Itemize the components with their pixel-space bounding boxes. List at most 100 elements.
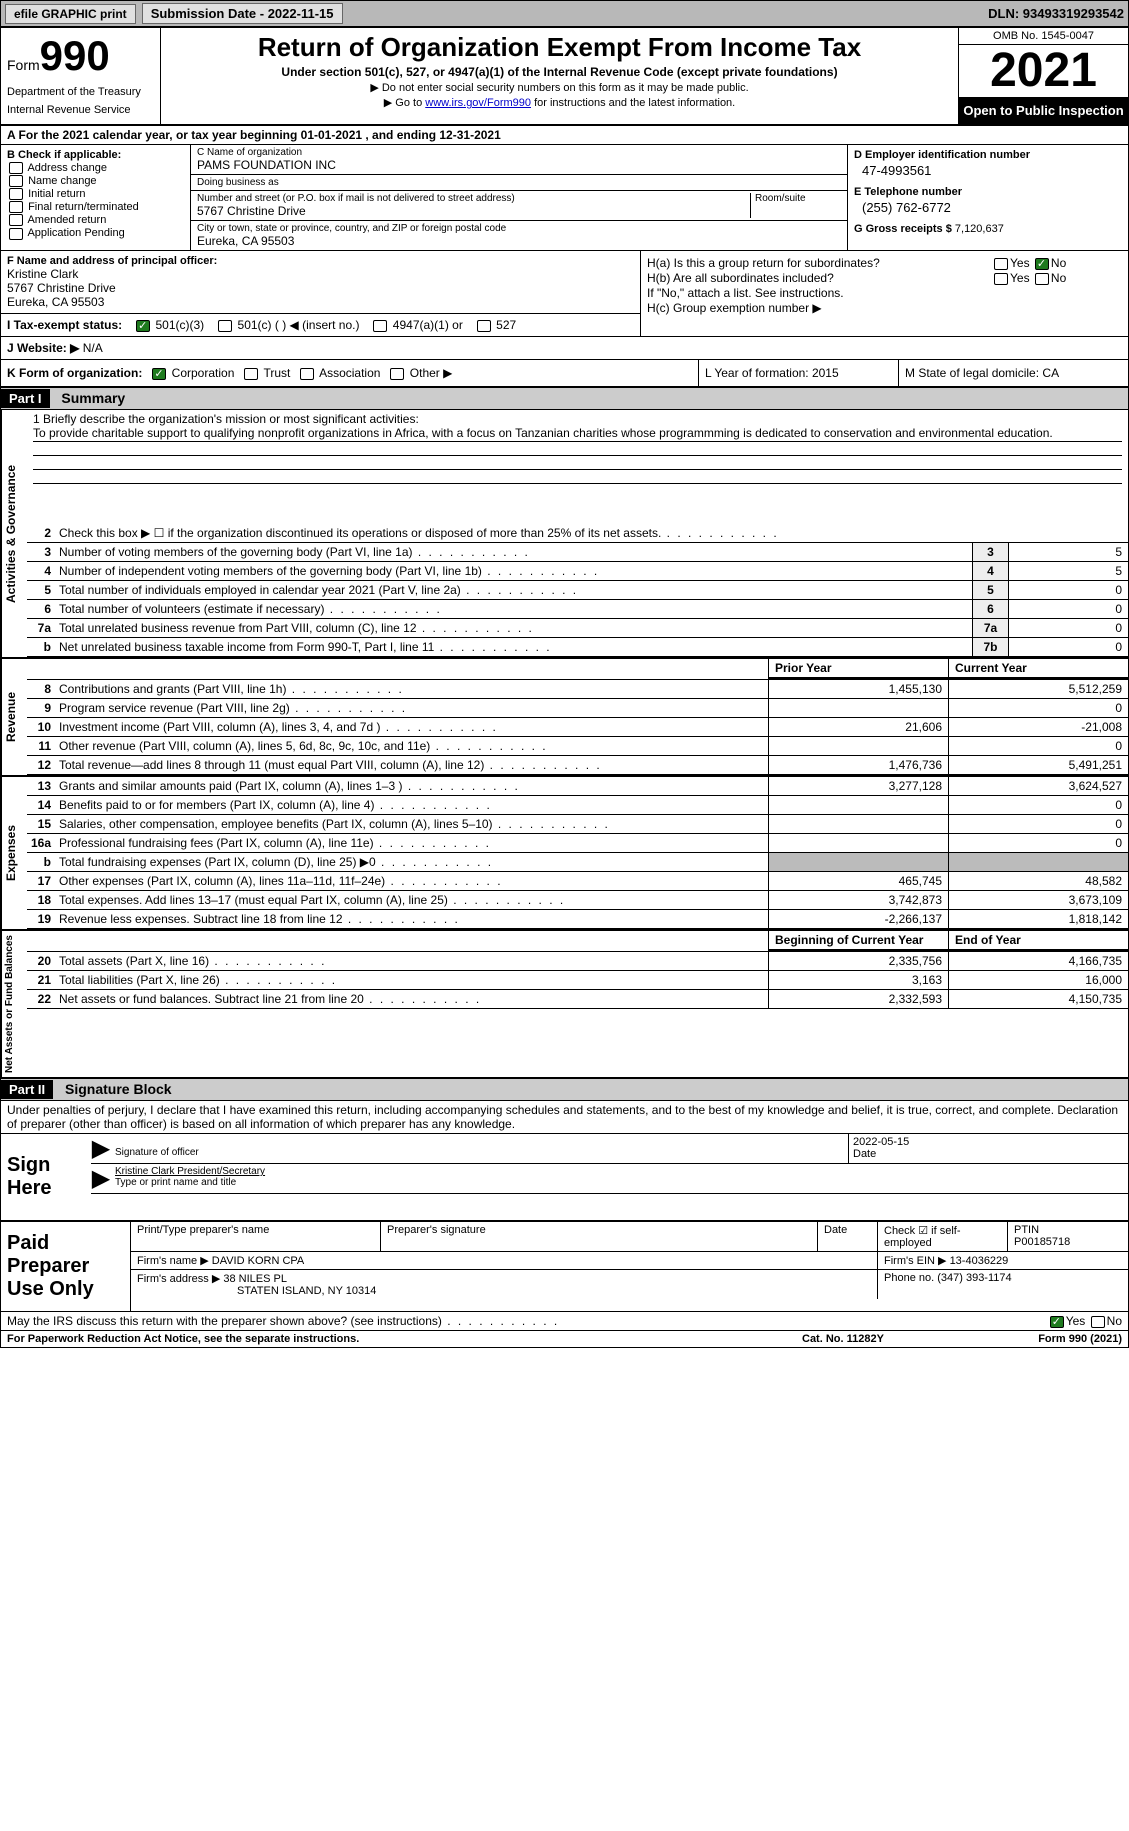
irs-label: Internal Revenue Service bbox=[7, 104, 154, 116]
prep-name-label: Print/Type preparer's name bbox=[137, 1224, 269, 1236]
officer-addr1: 5767 Christine Drive bbox=[7, 281, 634, 295]
website-value: N/A bbox=[83, 341, 103, 355]
summary-line: 19Revenue less expenses. Subtract line 1… bbox=[27, 910, 1128, 929]
prep-sig-label: Preparer's signature bbox=[387, 1224, 486, 1236]
mission-block: 1 Briefly describe the organization's mi… bbox=[27, 410, 1128, 524]
sig-name-label: Type or print name and title bbox=[115, 1177, 236, 1188]
header-mid: Return of Organization Exempt From Incom… bbox=[161, 28, 958, 124]
firm-phone-label: Phone no. bbox=[884, 1272, 934, 1284]
summary-revenue: Revenue Prior Year Current Year 8Contrib… bbox=[1, 659, 1128, 777]
pra-notice: For Paperwork Reduction Act Notice, see … bbox=[7, 1333, 802, 1345]
form-word: Form bbox=[7, 57, 40, 73]
form-subtitle: Under section 501(c), 527, or 4947(a)(1)… bbox=[169, 65, 950, 79]
ssn-note: ▶ Do not enter social security numbers o… bbox=[169, 81, 950, 94]
sig-date: 2022-05-15 bbox=[853, 1136, 909, 1148]
year-formation: L Year of formation: 2015 bbox=[698, 360, 898, 386]
discuss-row: May the IRS discuss this return with the… bbox=[1, 1312, 1128, 1330]
prep-selfemp-label: Check ☑ if self-employed bbox=[884, 1225, 961, 1249]
part1-header: Part I Summary bbox=[1, 388, 1128, 410]
summary-line: bTotal fundraising expenses (Part IX, co… bbox=[27, 853, 1128, 872]
chk-application-pending[interactable]: Application Pending bbox=[7, 227, 184, 239]
prep-date-label: Date bbox=[824, 1224, 847, 1236]
summary-line: 22Net assets or fund balances. Subtract … bbox=[27, 990, 1128, 1009]
omb-number: OMB No. 1545-0047 bbox=[959, 28, 1128, 45]
summary-line: 15Salaries, other compensation, employee… bbox=[27, 815, 1128, 834]
part2-title: Signature Block bbox=[57, 1081, 172, 1097]
ein: 47-4993561 bbox=[862, 163, 1122, 178]
summary-line: 5Total number of individuals employed in… bbox=[27, 581, 1128, 600]
col-f: F Name and address of principal officer:… bbox=[1, 251, 641, 336]
firm-addr2: STATEN ISLAND, NY 10314 bbox=[137, 1285, 376, 1297]
summary-line: 9Program service revenue (Part VIII, lin… bbox=[27, 699, 1128, 718]
summary-line: 21Total liabilities (Part X, line 26)3,1… bbox=[27, 971, 1128, 990]
chk-final-return[interactable]: Final return/terminated bbox=[7, 201, 184, 213]
officer-name: Kristine Clark bbox=[7, 267, 634, 281]
firm-name: DAVID KORN CPA bbox=[212, 1255, 305, 1267]
city-label: City or town, state or province, country… bbox=[197, 223, 841, 234]
summary-line: 6Total number of volunteers (estimate if… bbox=[27, 600, 1128, 619]
gross-receipts: 7,120,637 bbox=[955, 223, 1004, 235]
chk-4947[interactable]: 4947(a)(1) or bbox=[371, 318, 462, 332]
header-right: OMB No. 1545-0047 2021 Open to Public In… bbox=[958, 28, 1128, 124]
form-header: Form990 Department of the Treasury Inter… bbox=[1, 28, 1128, 126]
ha-yes[interactable] bbox=[994, 258, 1008, 270]
summary-line: 16aProfessional fundraising fees (Part I… bbox=[27, 834, 1128, 853]
chk-name-change[interactable]: Name change bbox=[7, 175, 184, 187]
state-domicile: M State of legal domicile: CA bbox=[898, 360, 1128, 386]
summary-line: 3Number of voting members of the governi… bbox=[27, 543, 1128, 562]
chk-527[interactable]: 527 bbox=[475, 318, 516, 332]
addr-label: Number and street (or P.O. box if mail i… bbox=[197, 193, 746, 204]
ha-no[interactable] bbox=[1035, 258, 1049, 270]
firm-addr-label: Firm's address ▶ bbox=[137, 1273, 220, 1285]
summary-line: 13Grants and similar amounts paid (Part … bbox=[27, 777, 1128, 796]
summary-line: bNet unrelated business taxable income f… bbox=[27, 638, 1128, 657]
chk-501c[interactable]: 501(c) ( ) ◀ (insert no.) bbox=[216, 318, 359, 332]
discuss-yes[interactable] bbox=[1050, 1316, 1064, 1328]
chk-corporation[interactable]: Corporation bbox=[150, 366, 234, 380]
goto-note: ▶ Go to www.irs.gov/Form990 for instruct… bbox=[169, 96, 950, 109]
summary-line: 7aTotal unrelated business revenue from … bbox=[27, 619, 1128, 638]
street-address: 5767 Christine Drive bbox=[197, 204, 746, 218]
col-b: B Check if applicable: Address change Na… bbox=[1, 145, 191, 250]
chk-initial-return[interactable]: Initial return bbox=[7, 188, 184, 200]
header-left: Form990 Department of the Treasury Inter… bbox=[1, 28, 161, 124]
ptin-label: PTIN bbox=[1014, 1224, 1039, 1236]
section-bcd: B Check if applicable: Address change Na… bbox=[1, 145, 1128, 251]
part1-title: Summary bbox=[53, 390, 125, 406]
sig-date-label: Date bbox=[853, 1148, 876, 1160]
part1-badge: Part I bbox=[1, 389, 50, 408]
sign-here: Sign Here ▶ Signature of officer 2022-05… bbox=[1, 1134, 1128, 1222]
chk-trust[interactable]: Trust bbox=[242, 366, 290, 380]
summary-line: 8Contributions and grants (Part VIII, li… bbox=[27, 680, 1128, 699]
summary-line: 14Benefits paid to or for members (Part … bbox=[27, 796, 1128, 815]
dba-label: Doing business as bbox=[197, 177, 841, 188]
firm-addr1: 38 NILES PL bbox=[223, 1273, 287, 1285]
hb-no[interactable] bbox=[1035, 273, 1049, 285]
summary-netassets: Net Assets or Fund Balances Beginning of… bbox=[1, 931, 1128, 1079]
chk-address-change[interactable]: Address change bbox=[7, 162, 184, 174]
irs-link[interactable]: www.irs.gov/Form990 bbox=[425, 97, 531, 109]
efile-print-button[interactable]: efile GRAPHIC print bbox=[5, 4, 136, 24]
gross-label: G Gross receipts $ bbox=[854, 223, 952, 235]
form-footer: For Paperwork Reduction Act Notice, see … bbox=[1, 1330, 1128, 1347]
vtab-netassets: Net Assets or Fund Balances bbox=[1, 931, 27, 1077]
vtab-revenue: Revenue bbox=[1, 659, 27, 775]
chk-501c3[interactable]: 501(c)(3) bbox=[134, 318, 204, 332]
hb-yes[interactable] bbox=[994, 273, 1008, 285]
chk-association[interactable]: Association bbox=[298, 366, 380, 380]
hb-note: If "No," attach a list. See instructions… bbox=[647, 286, 1122, 300]
col-c: C Name of organization PAMS FOUNDATION I… bbox=[191, 145, 848, 250]
row-j: J Website: ▶ N/A bbox=[1, 337, 1128, 360]
sig-name: Kristine Clark President/Secretary bbox=[115, 1166, 265, 1177]
form-990: Form990 Department of the Treasury Inter… bbox=[0, 27, 1129, 1348]
chk-amended-return[interactable]: Amended return bbox=[7, 214, 184, 226]
chk-other[interactable]: Other ▶ bbox=[388, 366, 452, 380]
mission-text: To provide charitable support to qualify… bbox=[33, 426, 1122, 442]
vtab-governance: Activities & Governance bbox=[1, 410, 27, 657]
discuss-no[interactable] bbox=[1091, 1316, 1105, 1328]
arrow-icon: ▶ bbox=[91, 1164, 111, 1193]
open-to-public: Open to Public Inspection bbox=[959, 97, 1128, 124]
form-title: Return of Organization Exempt From Incom… bbox=[169, 32, 950, 63]
officer-addr2: Eureka, CA 95503 bbox=[7, 295, 634, 309]
row-k: K Form of organization: Corporation Trus… bbox=[1, 360, 1128, 388]
